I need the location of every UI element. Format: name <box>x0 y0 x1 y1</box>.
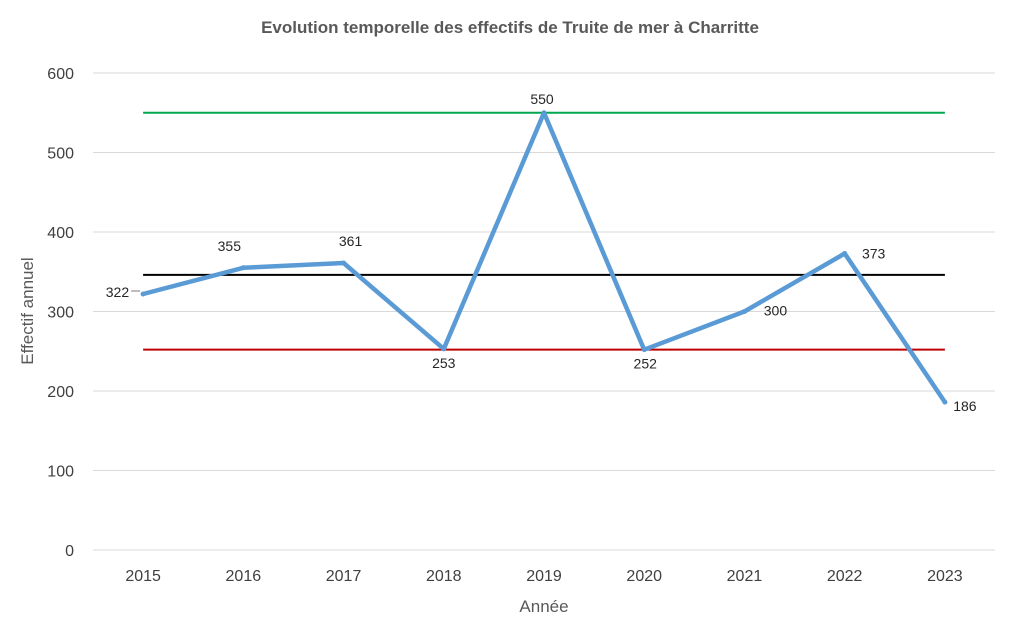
data-label: 252 <box>634 356 658 372</box>
data-labels: 322 355 361 253 550 252 300 373 186 <box>106 91 977 414</box>
data-point <box>942 399 948 405</box>
x-tick-label: 2015 <box>125 568 161 585</box>
series-line <box>140 110 948 405</box>
data-point <box>641 347 647 353</box>
y-tick-label: 400 <box>47 225 74 242</box>
y-axis-title: Effectif annuel <box>18 257 37 364</box>
data-point <box>140 291 146 297</box>
x-tick-label: 2023 <box>927 568 963 585</box>
data-label: 355 <box>218 238 242 254</box>
data-label: 253 <box>432 355 456 371</box>
data-point <box>741 309 747 314</box>
y-axis-ticks: 0 100 200 300 400 500 600 <box>47 66 74 560</box>
y-tick-label: 600 <box>47 66 74 83</box>
y-tick-label: 0 <box>65 543 74 560</box>
x-tick-label: 2020 <box>626 568 662 585</box>
data-label: 300 <box>764 303 788 319</box>
data-label: 186 <box>953 398 977 414</box>
data-point <box>341 260 347 266</box>
data-label: 373 <box>862 245 886 261</box>
data-label: 361 <box>339 233 363 249</box>
x-axis-title: Année <box>519 597 568 616</box>
x-tick-label: 2016 <box>226 568 262 585</box>
data-point <box>441 346 447 352</box>
chart-title: Evolution temporelle des effectifs de Tr… <box>261 18 759 37</box>
data-point <box>842 250 848 256</box>
y-tick-label: 300 <box>47 305 74 322</box>
y-tick-label: 500 <box>47 146 74 163</box>
x-tick-label: 2019 <box>526 568 562 585</box>
data-label: 550 <box>530 91 554 107</box>
x-tick-label: 2022 <box>827 568 863 585</box>
x-tick-label: 2017 <box>326 568 362 585</box>
x-tick-label: 2021 <box>727 568 763 585</box>
x-axis-ticks: 2015 2016 2017 2018 2019 2020 2021 2022 2023 <box>125 568 962 585</box>
reference-lines <box>143 111 945 351</box>
grid <box>93 72 995 551</box>
y-tick-label: 100 <box>47 464 74 481</box>
series <box>140 110 948 405</box>
data-point <box>240 265 246 271</box>
y-tick-label: 200 <box>47 384 74 401</box>
x-tick-label: 2018 <box>426 568 462 585</box>
data-label: 322 <box>106 284 130 300</box>
data-point <box>541 110 547 116</box>
